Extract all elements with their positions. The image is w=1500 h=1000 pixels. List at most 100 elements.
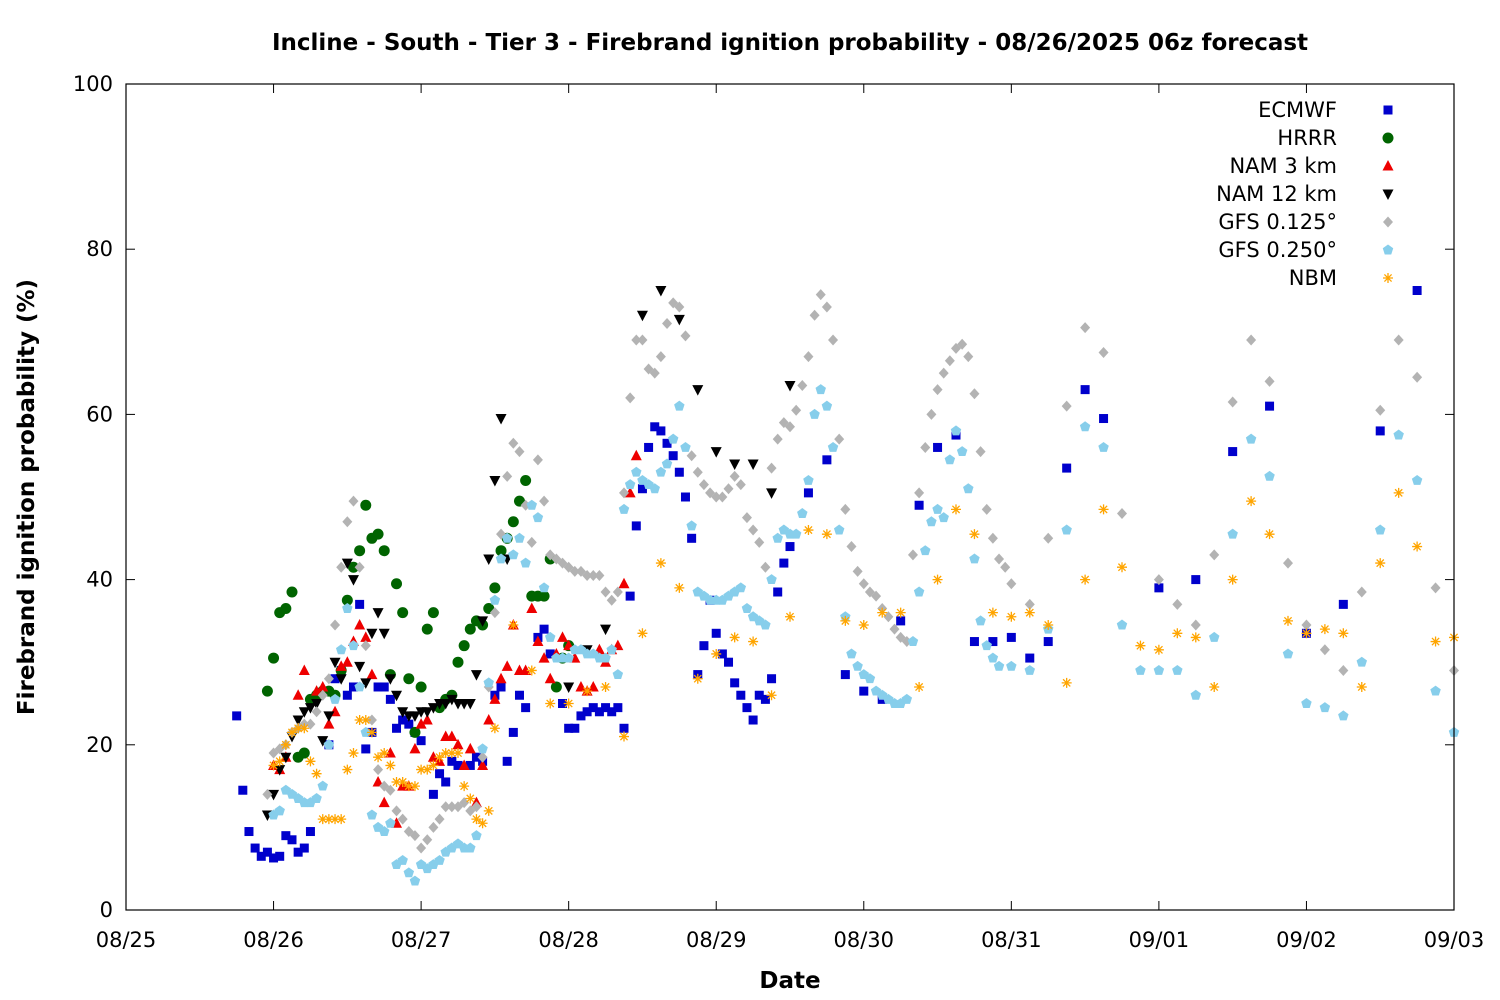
nam-3-km-point xyxy=(575,680,587,692)
nbm-point xyxy=(1375,558,1386,569)
nam-3-km-point xyxy=(538,652,550,663)
nbm-point xyxy=(969,529,980,540)
ecmwf-point xyxy=(404,719,414,729)
nam-3-km-point xyxy=(501,660,513,671)
nam-3-km-point xyxy=(452,738,464,750)
gfs-0-250-point xyxy=(409,875,421,886)
gfs-0-250-point xyxy=(1079,421,1091,432)
gfs-0-250-point xyxy=(1338,710,1349,721)
nam-12-km-point xyxy=(391,690,403,702)
gfs-0-250-point xyxy=(1393,429,1404,440)
ecmwf-point xyxy=(594,707,604,717)
x-tick-label: 09/01 xyxy=(1129,928,1190,952)
hrrr-point xyxy=(378,545,390,557)
ecmwf-point xyxy=(502,756,512,766)
ecmwf-point xyxy=(730,678,740,688)
gfs-0-250-point xyxy=(846,648,857,659)
nam-12-km-point xyxy=(440,699,452,710)
gfs-0-250-point xyxy=(944,454,956,465)
series-hrrr xyxy=(261,474,575,763)
gfs-0-125-point xyxy=(612,586,623,598)
ecmwf-point xyxy=(1228,447,1238,457)
hrrr-point xyxy=(268,652,280,664)
gfs-0-250-point xyxy=(612,669,624,680)
gfs-0-250-point xyxy=(348,640,359,651)
nam-12-km-point xyxy=(335,674,347,685)
x-tick-label: 09/03 xyxy=(1424,928,1485,952)
gfs-0-125-point xyxy=(698,479,709,491)
nbm-point xyxy=(914,681,925,692)
gfs-0-250-point xyxy=(1172,664,1183,675)
gfs-0-125-point xyxy=(1283,557,1293,569)
gfs-0-125-point xyxy=(655,351,666,363)
gfs-0-250-point xyxy=(797,508,808,518)
nam-3-km-point xyxy=(415,718,427,729)
gfs-0-125-point xyxy=(569,565,580,577)
nam-12-km-point xyxy=(347,575,359,586)
gfs-0-250-point xyxy=(766,574,777,585)
gfs-0-250-point xyxy=(827,441,839,452)
ecmwf-point xyxy=(1099,414,1109,424)
hrrr-point xyxy=(397,607,409,619)
nbm-point xyxy=(422,764,433,775)
nbm-point xyxy=(545,698,556,709)
gfs-0-125-point xyxy=(1246,334,1257,346)
gfs-0-125-point xyxy=(317,689,328,701)
legend-label-nam-3-km: NAM 3 km xyxy=(1229,154,1337,178)
nam-3-km-point xyxy=(311,685,323,696)
gfs-0-125-point xyxy=(760,561,771,573)
gfs-0-125-point xyxy=(1338,664,1349,676)
ecmwf-point xyxy=(754,690,764,700)
nbm-point xyxy=(1264,529,1275,540)
gfs-0-250-point xyxy=(1135,664,1146,675)
ecmwf-point xyxy=(373,682,383,692)
nbm-point xyxy=(330,814,341,825)
gfs-0-250-point xyxy=(335,644,347,655)
gfs-0-125-point xyxy=(409,830,420,842)
gfs-0-250-point xyxy=(1024,664,1036,675)
legend-label-gfs-0-125: GFS 0.125° xyxy=(1218,210,1337,234)
nam-12-km-point xyxy=(636,310,648,322)
gfs-0-250-point xyxy=(760,619,771,630)
ecmwf-point xyxy=(238,785,248,795)
nbm-point xyxy=(360,715,371,726)
gfs-0-250-point xyxy=(667,433,679,444)
gfs-0-125-point xyxy=(619,487,629,499)
gfs-0-125-point xyxy=(920,441,931,453)
ecmwf-point xyxy=(1375,426,1385,436)
gfs-0-250-point xyxy=(532,512,544,523)
gfs-0-125-point xyxy=(606,594,617,606)
x-tick-label: 08/31 xyxy=(981,928,1042,952)
gfs-0-125-point xyxy=(422,834,433,846)
legend-label-nam-12-km: NAM 12 km xyxy=(1216,182,1337,206)
nam-3-km-point xyxy=(630,449,642,461)
nbm-point xyxy=(1356,681,1367,692)
nbm-point xyxy=(311,768,322,779)
nbm-point xyxy=(600,681,611,692)
gfs-0-250-point xyxy=(803,474,814,485)
gfs-0-125-point xyxy=(526,536,537,548)
ecmwf-point xyxy=(1006,632,1016,642)
y-tick-label: 60 xyxy=(86,402,113,426)
nam-12-km-point xyxy=(470,670,482,681)
hrrr-point xyxy=(452,656,464,668)
gfs-0-250-point xyxy=(735,582,747,593)
nam-12-km-point xyxy=(268,789,280,801)
nbm-point xyxy=(895,607,906,618)
nam-12-km-point xyxy=(311,699,323,710)
hrrr-point xyxy=(550,681,562,693)
nam-3-km-point xyxy=(341,656,353,667)
gfs-0-125-point xyxy=(963,351,974,363)
nbm-point xyxy=(391,776,402,787)
gfs-0-125-point xyxy=(649,367,660,379)
hrrr-point xyxy=(464,623,476,635)
gfs-0-125-point xyxy=(926,408,937,420)
gfs-0-125-point xyxy=(735,479,746,491)
gfs-0-125-point xyxy=(754,536,765,548)
ecmwf-point xyxy=(650,422,660,432)
legend-marker-nam-3-km xyxy=(1382,160,1394,171)
gfs-0-250-point xyxy=(1061,524,1072,535)
ecmwf-point xyxy=(514,690,524,700)
hrrr-point xyxy=(261,685,273,697)
nam-3-km-point xyxy=(421,714,433,725)
